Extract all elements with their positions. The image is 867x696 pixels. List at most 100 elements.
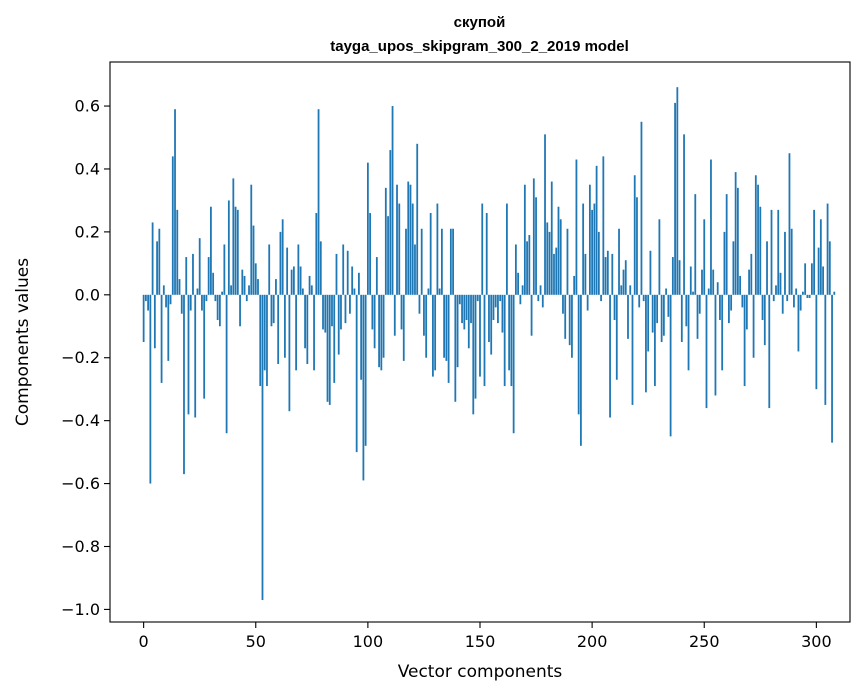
bar-component-49 — [252, 225, 255, 295]
bar-component-52 — [259, 294, 262, 387]
bar-component-96 — [358, 272, 360, 295]
bar-component-239 — [678, 260, 681, 295]
bar-component-132 — [438, 288, 441, 295]
bar-component-93 — [351, 266, 354, 295]
bar-component-2 — [147, 294, 150, 311]
bar-component-264 — [734, 172, 737, 295]
bar-component-163 — [508, 294, 511, 371]
bar-component-158 — [497, 294, 499, 324]
bar-component-307 — [831, 294, 833, 443]
bar-component-135 — [445, 294, 448, 361]
bar-component-94 — [353, 288, 356, 295]
bar-component-63 — [284, 294, 286, 358]
bar-component-89 — [342, 244, 345, 295]
bar-component-105 — [378, 294, 380, 368]
bar-component-300 — [815, 294, 818, 390]
bar-component-295 — [804, 263, 807, 295]
bar-component-208 — [609, 294, 611, 418]
bar-component-183 — [553, 253, 555, 295]
bar-component-241 — [683, 134, 685, 295]
y-tick-label: 0.4 — [75, 159, 100, 178]
bar-component-134 — [443, 294, 446, 358]
bar-component-285 — [781, 294, 784, 314]
bar-component-254 — [712, 269, 715, 295]
bar-component-235 — [669, 294, 672, 437]
bar-component-142 — [461, 294, 463, 324]
bar-component-32 — [214, 294, 217, 302]
bar-component-246 — [694, 194, 697, 295]
bar-component-137 — [449, 228, 452, 295]
bar-component-75 — [310, 285, 313, 295]
bar-component-78 — [317, 109, 320, 295]
bar-component-286 — [784, 231, 786, 295]
bar-component-50 — [254, 263, 257, 295]
bar-component-231 — [660, 294, 663, 342]
bar-component-218 — [631, 294, 634, 405]
bar-component-197 — [584, 253, 587, 295]
bar-component-8 — [160, 294, 163, 383]
bar-component-201 — [593, 203, 596, 295]
bar-component-173 — [530, 294, 533, 336]
bar-component-198 — [586, 294, 589, 311]
y-tick-label: −0.6 — [61, 474, 100, 493]
bar-component-238 — [676, 87, 679, 295]
bar-component-80 — [322, 294, 324, 330]
bar-component-90 — [344, 294, 347, 324]
bar-component-196 — [582, 203, 585, 295]
bar-component-225 — [647, 294, 650, 352]
bar-component-275 — [759, 206, 762, 295]
bar-component-119 — [409, 184, 412, 295]
bar-component-161 — [503, 294, 506, 387]
bar-component-150 — [479, 294, 481, 377]
x-tick-label: 50 — [246, 632, 266, 651]
bar-component-298 — [810, 263, 813, 295]
bar-component-98 — [362, 294, 365, 481]
bar-component-3 — [149, 294, 152, 484]
bar-component-278 — [766, 241, 768, 295]
bar-component-41 — [234, 206, 237, 295]
bar-component-29 — [207, 257, 210, 295]
bar-component-85 — [333, 294, 336, 383]
bar-component-129 — [432, 294, 434, 377]
bar-component-6 — [156, 241, 158, 295]
bar-component-7 — [158, 228, 161, 295]
bar-component-121 — [414, 244, 416, 295]
bar-component-207 — [606, 250, 609, 295]
plot-frame — [109, 61, 851, 623]
bar-component-256 — [716, 282, 719, 295]
bar-component-262 — [730, 294, 733, 311]
bar-component-14 — [174, 109, 176, 295]
bar-component-108 — [384, 187, 387, 295]
y-tick-label: −0.4 — [61, 411, 100, 430]
bar-component-11 — [167, 294, 170, 361]
bar-component-44 — [241, 269, 244, 295]
bar-component-128 — [429, 213, 432, 295]
bar-component-131 — [436, 203, 439, 295]
bar-component-280 — [770, 209, 773, 295]
bar-component-263 — [732, 241, 735, 295]
bar-component-267 — [741, 294, 744, 308]
bar-component-91 — [346, 250, 349, 295]
bar-component-101 — [369, 213, 372, 295]
bar-component-284 — [779, 272, 782, 295]
bar-component-223 — [642, 294, 645, 302]
bar-component-277 — [763, 294, 766, 346]
bar-component-64 — [286, 247, 289, 295]
bar-component-176 — [537, 294, 540, 302]
bar-component-166 — [514, 244, 517, 295]
bar-component-102 — [371, 294, 374, 330]
bar-component-47 — [248, 285, 250, 295]
bar-component-303 — [822, 266, 824, 295]
bar-component-59 — [275, 279, 277, 295]
bar-component-84 — [331, 294, 333, 327]
bar-component-248 — [698, 294, 701, 314]
bar-component-13 — [171, 156, 174, 295]
bar-component-16 — [178, 279, 181, 295]
bar-component-228 — [654, 294, 656, 387]
bar-component-193 — [575, 159, 578, 295]
bar-component-21 — [189, 294, 192, 311]
bar-component-274 — [757, 184, 759, 295]
chart-title: скупой — [454, 14, 506, 31]
bar-component-305 — [826, 203, 829, 295]
bar-component-70 — [299, 266, 302, 295]
